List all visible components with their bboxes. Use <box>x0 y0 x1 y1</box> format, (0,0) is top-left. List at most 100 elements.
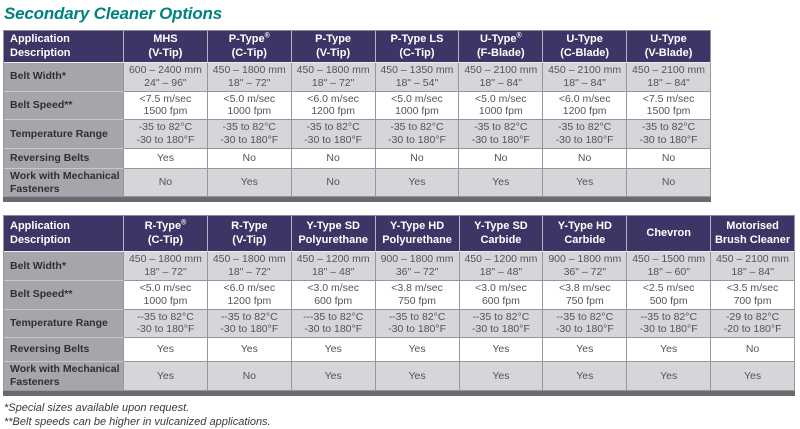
cell-line: -35 to 82°C <box>306 121 360 134</box>
cell-belt-speed-mhs-v-tip: <7.5 m/sec 1500 fpm <box>124 91 208 121</box>
cell-line: 18" – 72" <box>144 266 187 279</box>
cell-mechanical-fasteners-u-type-f-blade: Yes <box>459 168 544 198</box>
cell-mechanical-fasteners-u-type-v-blade: No <box>627 168 711 198</box>
column-header-p-type-c-tip: P-Type® (C-Tip) <box>207 31 292 63</box>
cell-line: 18" – 54" <box>395 76 439 89</box>
cell-reversing-belts-y-type-sd-polyurethane: Yes <box>291 338 376 363</box>
cell-line: -30 to 180°F <box>639 133 698 146</box>
cell-belt-width-y-type-hd-polyurethane: 900 – 1800 mm 36" – 72" <box>375 252 460 281</box>
table-row-belt-width: Belt Width* 600 – 2400 mm 24" – 96" 450 – 1… <box>4 63 711 92</box>
cell-line: -30 to 180°F <box>388 323 447 336</box>
cell-belt-width-y-type-sd-polyurethane: 450 – 1200 mm 18" – 48" <box>291 252 376 281</box>
cell-line: 36" – 72" <box>395 266 439 279</box>
cell-line: <6.0 m/sec <box>223 281 276 294</box>
cell-line: -30 to 180°F <box>220 133 279 146</box>
cell-line: 750 fpm <box>398 294 437 307</box>
column-header-name: MHS <box>153 33 178 46</box>
cell-temperature-y-type-hd-polyurethane: --35 to 82°C -30 to 180°F <box>375 309 460 339</box>
row-label-temperature: Temperature Range <box>4 309 124 339</box>
cell-line: -30 to 180°F <box>304 323 363 336</box>
cell-line: 450 – 1800 mm <box>296 64 370 76</box>
cell-belt-speed-y-type-sd-polyurethane: <3.0 m/sec 600 fpm <box>291 280 376 310</box>
cell-line: 700 fpm <box>733 294 772 307</box>
table-row-temperature: Temperature Range -35 to 82°C -30 to 180°F… <box>4 120 711 149</box>
column-header-u-type-c-blade: U-Type (C-Blade) <box>543 31 628 63</box>
cell-line: -30 to 180°F <box>136 323 195 336</box>
cell-line: --35 to 82°C <box>220 310 278 323</box>
column-header-subname: Polyurethane <box>298 233 369 246</box>
cell-line: 500 fpm <box>649 294 688 307</box>
column-header-subname: (V-Blade) <box>644 46 693 59</box>
cell-belt-speed-u-type-c-blade: <6.0 m/sec 1200 fpm <box>543 91 628 121</box>
column-header-name: Chevron <box>646 227 691 240</box>
cell-belt-width-chevron: 450 – 1500 mm 18" – 60" <box>627 252 712 281</box>
cell-line: 450 – 1500 mm <box>632 253 706 266</box>
cell-line: -20 to 180°F <box>723 323 782 336</box>
cell-line: 18" – 48" <box>479 266 523 279</box>
cell-line: -30 to 180°F <box>304 133 363 146</box>
column-header-p-type-v-tip: P-Type (V-Tip) <box>291 31 376 63</box>
table-row-reversing-belts: Reversing Belts Yes No No No No No No <box>4 148 711 169</box>
column-header-subname: (C-Tip) <box>231 46 267 59</box>
cell-temperature-u-type-c-blade: -35 to 82°C -30 to 180°F <box>543 120 628 149</box>
page-title: Secondary Cleaner Options <box>4 4 222 23</box>
cell-reversing-belts-motorised-brush-cleaner: No <box>711 338 795 363</box>
cell-belt-width-y-type-sd-carbide: 450 – 1200 mm 18" – 48" <box>459 252 544 281</box>
cell-line: 600 – 2400 mm <box>128 64 202 76</box>
cell-line: -35 to 82°C <box>138 121 193 134</box>
column-header-r-type-v-tip: R-Type (V-Tip) <box>207 216 292 253</box>
cell-line: -30 to 180°F <box>555 323 614 336</box>
cell-belt-width-p-type-v-tip: 450 – 1800 mm 18" – 72" <box>291 63 376 92</box>
cell-mechanical-fasteners-motorised-brush-cleaner: Yes <box>711 362 795 391</box>
column-header-name: Y-Type SD <box>474 220 528 233</box>
cell-belt-speed-p-type-c-tip: <5.0 m/sec 1000 fpm <box>207 91 292 121</box>
column-header-name: U-Type® <box>479 32 522 46</box>
cell-reversing-belts-u-type-v-blade: No <box>627 148 711 169</box>
cell-mechanical-fasteners-p-type-c-tip: Yes <box>207 168 292 198</box>
cell-line: --35 to 82°C <box>472 310 530 323</box>
cell-reversing-belts-mhs-v-tip: Yes <box>124 148 208 169</box>
cell-line: 450 – 2100 mm <box>632 64 706 76</box>
cell-reversing-belts-r-type-c-tip: Yes <box>124 338 208 363</box>
cell-belt-width-u-type-v-blade: 450 – 2100 mm 18" – 84" <box>627 63 711 92</box>
cell-belt-width-r-type-c-tip: 450 – 1800 mm 18" – 72" <box>124 252 208 281</box>
cell-line: -30 to 180°F <box>220 323 279 336</box>
cell-belt-speed-motorised-brush-cleaner: <3.5 m/sec 700 fpm <box>711 280 795 310</box>
cell-line: <7.5 m/sec <box>139 92 192 105</box>
cell-line: 24" – 96" <box>144 76 187 89</box>
cell-reversing-belts-r-type-v-tip: Yes <box>207 338 292 363</box>
row-label-belt-speed: Belt Speed** <box>4 91 124 121</box>
cell-line: 450 – 1800 mm <box>128 253 202 266</box>
table-row-belt-width: Belt Width* 450 – 1800 mm 18" – 72" 450 – 1… <box>4 252 795 281</box>
cell-temperature-r-type-v-tip: --35 to 82°C -30 to 180°F <box>207 309 292 339</box>
cell-belt-width-motorised-brush-cleaner: 450 – 2100 mm 18" – 84" <box>711 252 795 281</box>
cell-belt-speed-u-type-f-blade: <5.0 m/sec 1000 fpm <box>459 91 544 121</box>
cell-mechanical-fasteners-r-type-c-tip: Yes <box>124 362 208 391</box>
column-header-subname: Carbide <box>564 233 606 246</box>
cell-line: 18" – 84" <box>647 76 690 89</box>
cell-line: -30 to 180°F <box>136 133 195 146</box>
cell-line: <3.8 m/sec <box>558 281 611 294</box>
cell-belt-speed-r-type-v-tip: <6.0 m/sec 1200 fpm <box>207 280 292 310</box>
column-header-u-type-v-blade: U-Type (V-Blade) <box>627 31 711 63</box>
cell-belt-speed-y-type-sd-carbide: <3.0 m/sec 600 fpm <box>459 280 544 310</box>
cell-temperature-y-type-sd-polyurethane: ---35 to 82°C -30 to 180°F <box>291 309 376 339</box>
table-2-shadow-bar <box>3 390 795 396</box>
footnotes: *Special sizes available upon request. *… <box>4 401 800 429</box>
cell-reversing-belts-u-type-f-blade: No <box>459 148 544 169</box>
row-label-belt-width: Belt Width* <box>4 252 124 281</box>
cell-line: -29 to 82°C <box>725 310 780 323</box>
column-header-subname: (V-Tip) <box>148 46 183 59</box>
cell-line: 750 fpm <box>565 294 604 307</box>
cell-line: <3.8 m/sec <box>391 281 443 294</box>
corner-header-application-description: Application Description <box>4 216 124 253</box>
cell-line: 18" – 84" <box>563 76 606 89</box>
footnote-special-sizes: *Special sizes available upon request. <box>4 401 190 414</box>
column-header-mhs-v-tip: MHS (V-Tip) <box>124 31 208 63</box>
cell-belt-speed-p-type-v-tip: <6.0 m/sec 1200 fpm <box>291 91 376 121</box>
cell-line: 450 – 2100 mm <box>716 253 790 266</box>
cell-temperature-p-type-ls-c-tip: -35 to 82°C -30 to 180°F <box>375 120 460 149</box>
cell-belt-speed-r-type-c-tip: <5.0 m/sec 1000 fpm <box>124 280 208 310</box>
cell-line: 450 – 1800 mm <box>212 64 286 76</box>
column-header-name: R-Type <box>231 220 268 233</box>
